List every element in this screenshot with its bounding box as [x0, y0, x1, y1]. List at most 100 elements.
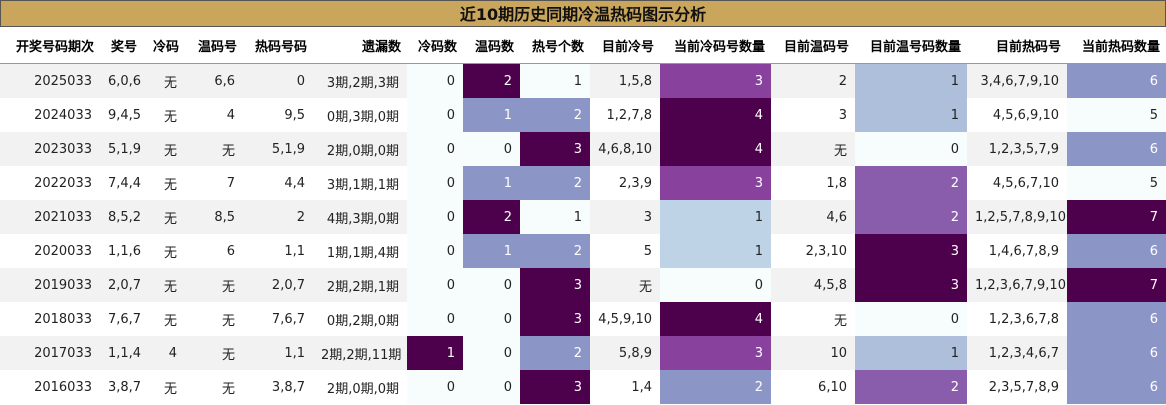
table-cell: 2,3,9	[618, 175, 652, 191]
table-cell: 1,2,3,5,7,9	[967, 132, 1067, 166]
table-cell: 无	[143, 132, 185, 166]
heat-cell: 0	[407, 166, 463, 200]
table-row: 2016033 3,8,7 无无 3,8,7 2期,0期,0期 0 0 3 1,4 2 6,10 2 2…	[0, 370, 1166, 404]
heat-cell: 2	[855, 166, 967, 200]
heat-cell: 0	[855, 132, 967, 166]
table-cell: 1,2,3,6,7,8	[988, 311, 1059, 327]
table-cell: 5	[643, 243, 652, 259]
column-header: 目前冷号	[590, 27, 660, 64]
table-cell: 无	[185, 268, 243, 302]
table-cell: 2024033	[34, 107, 92, 123]
table-cell: 2,3,10	[805, 243, 847, 259]
table-cell: 4	[226, 107, 235, 123]
table-cell: 2025033	[0, 63, 100, 98]
heat-cell: 0	[407, 98, 463, 132]
heat-cell: 0	[407, 200, 463, 234]
table-cell: 2	[771, 63, 855, 98]
heat-cell: 6	[1067, 132, 1166, 166]
table-cell: 3,8,7	[108, 379, 142, 395]
table-cell: 无	[143, 200, 185, 234]
table-cell: 1,2,7,8	[606, 107, 652, 123]
heat-cell: 2	[855, 370, 967, 404]
table-cell: 3期,2期,3期	[313, 63, 407, 98]
table-cell: 2020033	[34, 243, 92, 259]
heat-cell: 2	[855, 200, 967, 234]
table-cell: 无	[185, 132, 243, 166]
table-cell: 0期,2期,0期	[326, 313, 399, 329]
table-cell: 7	[226, 175, 235, 191]
table-cell: 1,1,4	[100, 336, 143, 370]
table-cell: 无	[221, 313, 235, 329]
heat-cell: 0	[463, 268, 520, 302]
table-cell: 2019033	[0, 268, 100, 302]
heat-cell: 3	[660, 336, 771, 370]
table-cell: 4,5,8	[771, 268, 855, 302]
column-header: 目前温号码数量	[855, 27, 967, 64]
table-cell: 1期,1期,4期	[326, 245, 399, 261]
heat-cell: 0	[407, 302, 463, 336]
heat-cell: 3	[660, 63, 771, 98]
table-cell: 2期,2期,1期	[313, 268, 407, 302]
heat-cell: 5	[1067, 98, 1166, 132]
table-cell: 2023033	[0, 132, 100, 166]
heat-cell: 1	[855, 98, 967, 132]
table-cell: 2,0,7	[243, 268, 313, 302]
table-cell: 2016033	[34, 379, 92, 395]
heat-cell: 3	[520, 370, 590, 404]
table-cell: 2期,2期,11期	[313, 336, 407, 370]
table-cell: 1,1,6	[108, 243, 142, 259]
table-cell: 7,6,7	[108, 311, 142, 327]
table-row: 2020033 1,1,6 无 6 1,1 1期,1期,4期 0 1 2 5 1 2,3,10 3 1,4…	[0, 234, 1166, 268]
table-cell: 2期,0期,0期	[313, 132, 407, 166]
heat-cell: 0	[463, 370, 520, 404]
table-cell: 5,1,9	[243, 132, 313, 166]
table-cell: 2,0,7	[100, 268, 143, 302]
heat-cell: 7	[1067, 268, 1166, 302]
table-cell: 4期,3期,0期	[313, 200, 407, 234]
heat-cell: 2	[520, 166, 590, 200]
heat-cell: 3	[520, 302, 590, 336]
heat-cell: 4	[660, 98, 771, 132]
table-cell: 4,6	[771, 200, 855, 234]
table-cell: 2022033	[34, 175, 92, 191]
table-cell: 1,5,8	[590, 63, 660, 98]
heat-cell: 6	[1067, 63, 1166, 98]
heat-cell: 3	[520, 268, 590, 302]
table-row: 2018033 7,6,7 无无 7,6,7 0期,2期,0期 0 0 3 4,5,9,10 4 无…	[0, 302, 1166, 336]
heat-cell: 3	[520, 132, 590, 166]
table-cell: 1,4	[631, 379, 652, 395]
heat-cell: 1	[660, 234, 771, 268]
heat-cell: 0	[407, 370, 463, 404]
table-cell: 4,6,8,10	[590, 132, 660, 166]
heat-cell: 1	[520, 200, 590, 234]
table-cell: 6,6	[185, 63, 243, 98]
table-cell: 3,4,6,7,9,10	[967, 63, 1067, 98]
table-cell: 1,2,3,4,6,7	[967, 336, 1067, 370]
column-header: 当前热码数量	[1067, 27, 1166, 64]
heat-cell: 6	[1067, 302, 1166, 336]
heat-cell: 1	[855, 336, 967, 370]
table-cell: 1,1	[243, 336, 313, 370]
column-header: 温码号	[185, 27, 243, 64]
heat-cell: 0	[407, 234, 463, 268]
heat-cell: 0	[463, 302, 520, 336]
table-cell: 3	[838, 107, 847, 123]
table-cell: 无	[163, 245, 177, 261]
table-cell: 6,10	[818, 379, 847, 395]
data-table: 开奖号码期次 奖号 冷码 温码号 热码号码 遗漏数 冷码数 温码数 热号个数 目前冷号 当前冷码号数…	[0, 27, 1166, 404]
table-cell: 无	[163, 313, 177, 329]
table-cell: 无	[163, 381, 177, 397]
heat-cell: 4	[660, 302, 771, 336]
column-header: 热码号码	[243, 27, 313, 64]
table-cell: 4,4	[284, 175, 305, 191]
heat-cell: 0	[463, 336, 520, 370]
table-cell: 9,4,5	[108, 107, 142, 123]
table-row: 2019033 2,0,7 无无 2,0,7 2期,2期,1期 0 0 3 无 0 4,5,8 3 1,…	[0, 268, 1166, 302]
column-header: 奖号	[100, 27, 143, 64]
table-cell: 无	[771, 132, 855, 166]
table-cell: 无	[143, 63, 185, 98]
table-cell: 4,5,6,7,10	[992, 175, 1059, 191]
column-header: 开奖号码期次	[0, 27, 100, 64]
heat-cell: 0	[407, 63, 463, 98]
